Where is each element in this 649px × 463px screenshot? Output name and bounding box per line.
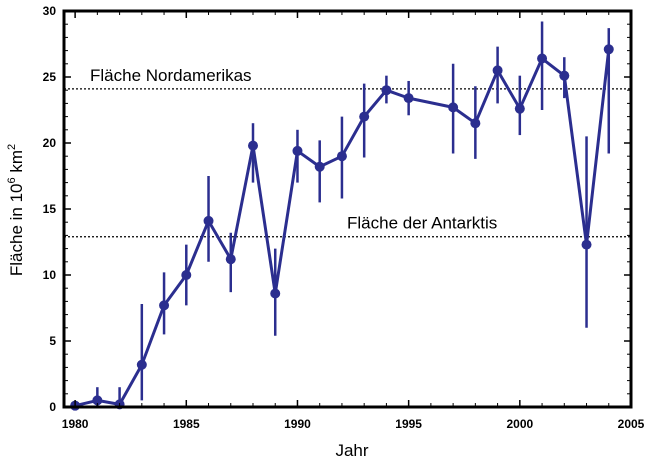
- y-tick-label: 25: [43, 70, 57, 84]
- x-tick-label: 1985: [173, 417, 200, 431]
- y-tick-label: 20: [43, 136, 57, 150]
- y-tick-label: 0: [49, 400, 56, 414]
- y-tick-label: 10: [43, 268, 57, 282]
- data-point: [603, 44, 614, 55]
- data-point: [448, 102, 459, 113]
- y-axis-title-unit-exponent: 2: [6, 144, 18, 150]
- y-tick-label: 30: [43, 4, 57, 18]
- x-tick-label: 2005: [618, 417, 645, 431]
- series-line: [74, 49, 611, 408]
- data-point: [92, 395, 103, 406]
- data-point: [514, 103, 525, 114]
- reference-label-antarctica: Fläche der Antarktis: [347, 214, 497, 233]
- data-point: [359, 111, 370, 122]
- data-point: [292, 145, 303, 156]
- data-point: [159, 300, 170, 311]
- data-point: [181, 270, 192, 280]
- data-point: [470, 118, 481, 129]
- data-point: [403, 93, 414, 104]
- data-point: [225, 254, 236, 265]
- x-tick-label: 1990: [284, 417, 311, 431]
- data-point: [581, 239, 592, 250]
- y-axis-ticks: 0 5 10 15 20 25 30: [43, 4, 631, 414]
- y-tick-label: 5: [49, 334, 56, 348]
- x-axis-title: Jahr: [335, 441, 368, 460]
- data-point: [537, 53, 548, 64]
- x-axis-ticks: 1980 1985 1990 1995 2000 2005: [62, 11, 645, 431]
- x-tick-label: 1995: [395, 417, 422, 431]
- y-axis-title-unit: km: [7, 150, 26, 177]
- x-tick-label: 1980: [62, 417, 89, 431]
- data-point: [270, 288, 281, 299]
- data-point: [136, 359, 147, 370]
- y-tick-label: 15: [43, 202, 57, 216]
- data-point: [314, 161, 325, 172]
- x-tick-label: 2000: [506, 417, 533, 431]
- y-axis-title-exponent: 6: [6, 177, 18, 183]
- data-points: [70, 44, 614, 411]
- data-point: [381, 85, 392, 96]
- data-point: [336, 151, 347, 162]
- data-point: [203, 215, 214, 226]
- data-point: [248, 140, 258, 151]
- data-point: [559, 70, 570, 81]
- y-axis-title-prefix: Fläche in 10: [7, 184, 26, 277]
- y-axis-title: Fläche in 106 km2: [6, 144, 26, 276]
- reference-lines: [64, 88, 631, 238]
- data-point: [492, 65, 503, 76]
- reference-label-north-america: Fläche Nordamerikas: [90, 66, 252, 85]
